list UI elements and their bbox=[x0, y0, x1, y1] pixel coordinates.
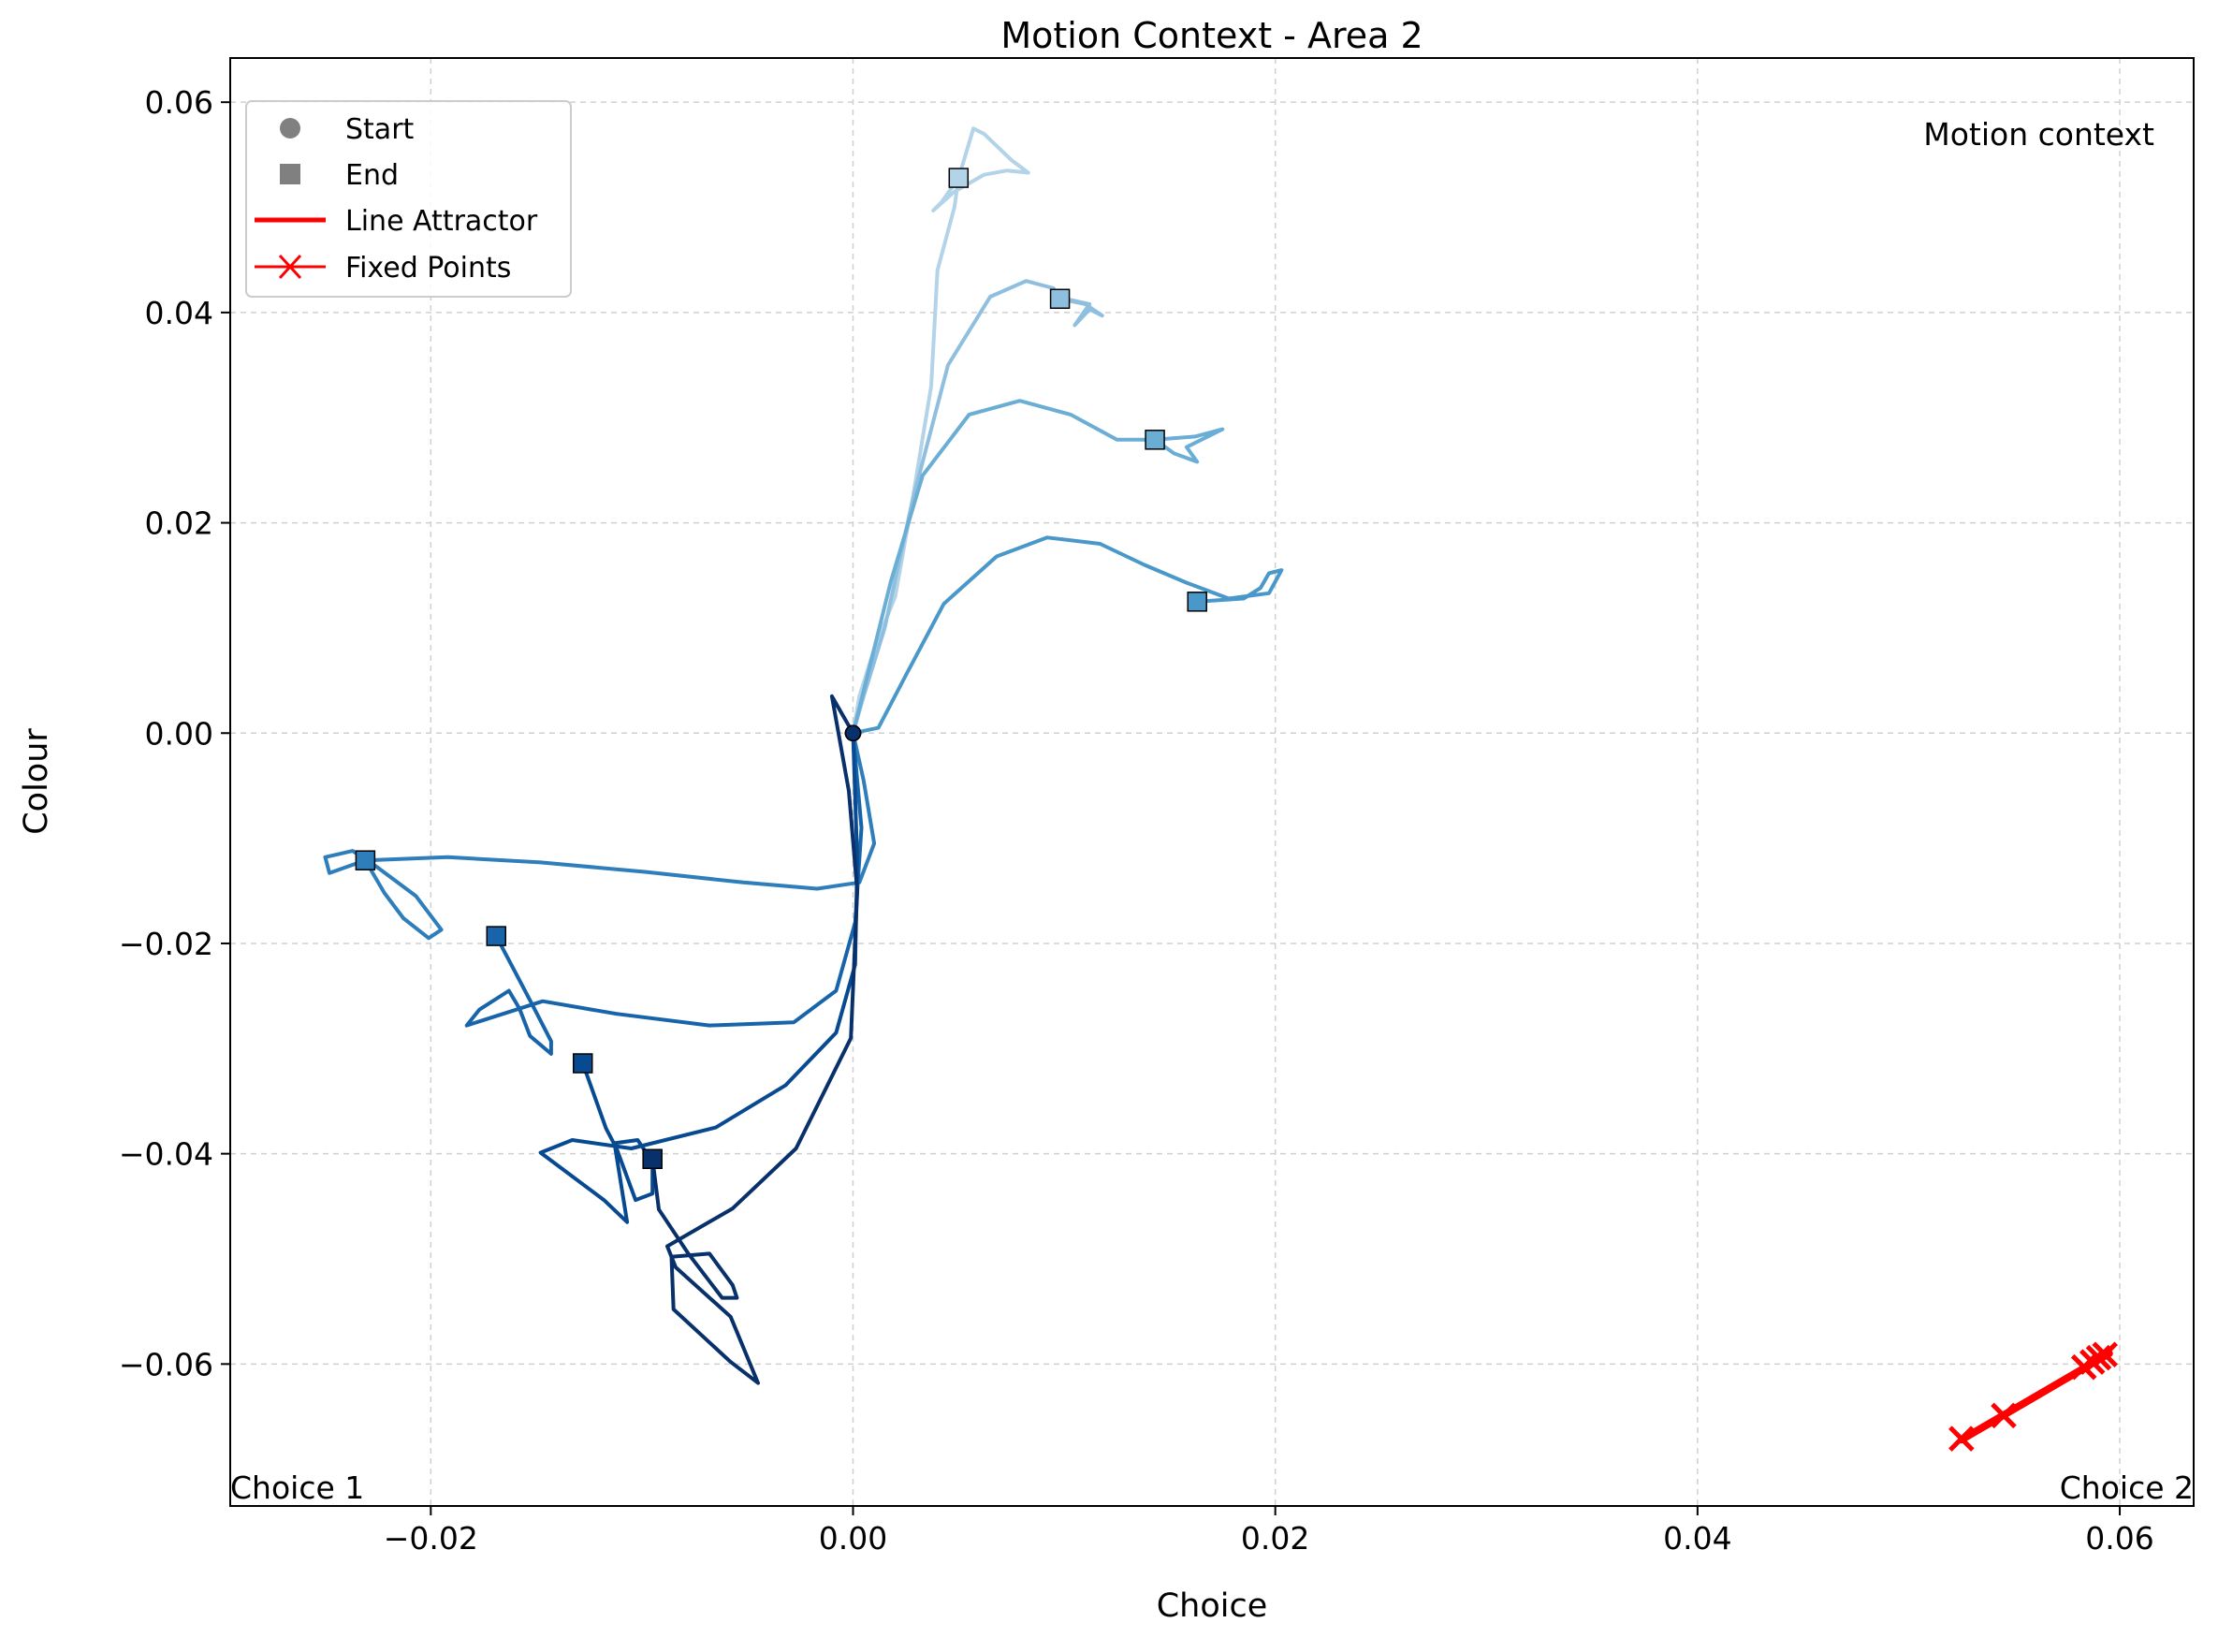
legend-fixed-points-label: Fixed Points bbox=[345, 252, 511, 285]
y-tick-label: −0.06 bbox=[119, 1346, 213, 1382]
trajectory-end-marker-3 bbox=[1145, 430, 1165, 450]
trajectory-line-3 bbox=[851, 399, 1225, 736]
trajectory-line-8 bbox=[650, 694, 859, 1385]
axis-ticks: −0.02 0.00 0.02 0.04 0.06 0.06 0.04 0.02 0.00 −0.… bbox=[119, 84, 2154, 1557]
trajectory-line-6 bbox=[464, 731, 864, 1056]
x-tick-label: 0.04 bbox=[1663, 1520, 1731, 1557]
trajectory-end-marker-1 bbox=[948, 168, 970, 188]
legend-start-label: Start bbox=[345, 113, 415, 146]
trajectory-end-marker-2 bbox=[1049, 288, 1071, 310]
trajectory-clip-group bbox=[323, 126, 1284, 1385]
y-tick-label: 0.04 bbox=[145, 295, 213, 331]
trajectories bbox=[323, 126, 1284, 1385]
chart-title: Motion Context - Area 2 bbox=[1000, 15, 1423, 56]
legend-end-marker bbox=[280, 164, 300, 184]
trajectory-end-marker-8 bbox=[642, 1148, 663, 1170]
context-annotation: Motion context bbox=[1923, 116, 2154, 153]
y-tick-label: 0.06 bbox=[145, 84, 213, 121]
legend-line-attractor-label: Line Attractor bbox=[345, 205, 538, 238]
y-tick-label: −0.02 bbox=[119, 926, 213, 962]
trajectory-end-marker-5 bbox=[355, 850, 376, 870]
trajectory-line-5 bbox=[323, 731, 877, 941]
trajectory-end-marker-7 bbox=[572, 1053, 593, 1074]
legend-start-marker bbox=[280, 118, 300, 139]
line-attractor-group bbox=[1948, 1341, 2119, 1452]
plot-frame bbox=[229, 57, 2195, 1507]
legend-fixed-points-marker bbox=[255, 254, 326, 280]
y-tick-label: 0.00 bbox=[145, 715, 213, 752]
x-tick-label: 0.02 bbox=[1241, 1520, 1309, 1557]
legend-end-label: End bbox=[345, 159, 399, 192]
legend: Start End Line Attractor Fixed Points bbox=[245, 100, 572, 298]
fixed-point-marker-2 bbox=[1991, 1402, 2017, 1429]
y-axis-label: Colour bbox=[18, 728, 55, 835]
choice-2-annotation: Choice 2 bbox=[2060, 1469, 2194, 1506]
fixed-point-marker-6 bbox=[2092, 1341, 2119, 1367]
legend-box bbox=[245, 100, 572, 298]
trajectory-start-marker-8 bbox=[844, 724, 862, 742]
x-tick-label: −0.02 bbox=[384, 1520, 478, 1557]
y-tick-label: 0.02 bbox=[145, 505, 213, 542]
trajectory-end-marker-4 bbox=[1187, 592, 1207, 612]
trajectory-line-7 bbox=[538, 731, 859, 1224]
x-axis-label: Choice bbox=[1157, 1587, 1268, 1625]
trajectory-line-1 bbox=[851, 126, 1030, 736]
x-tick-label: 0.00 bbox=[819, 1520, 887, 1557]
x-tick-label: 0.06 bbox=[2085, 1520, 2153, 1557]
y-tick-label: −0.04 bbox=[119, 1136, 213, 1173]
trajectory-end-marker-6 bbox=[486, 926, 506, 946]
choice-1-annotation: Choice 1 bbox=[230, 1469, 364, 1506]
fixed-point-marker-1 bbox=[1948, 1425, 1975, 1452]
trajectory-line-4 bbox=[851, 535, 1284, 736]
